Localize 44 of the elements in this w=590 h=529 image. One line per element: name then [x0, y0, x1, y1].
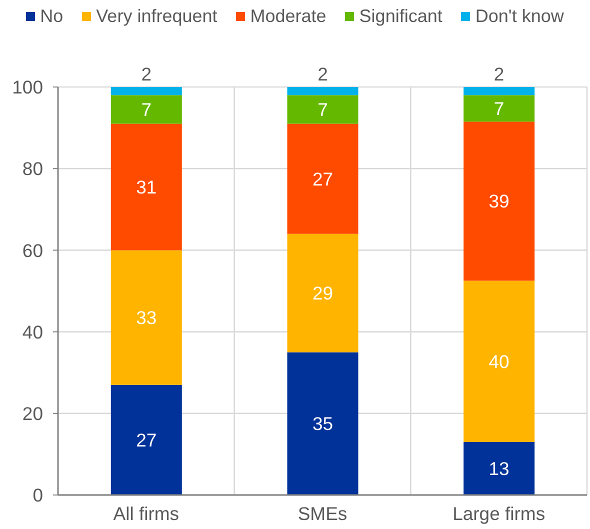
data-label: 2 — [141, 64, 152, 85]
bar — [110, 250, 182, 385]
bar — [464, 442, 535, 495]
legend-label: Significant — [359, 6, 442, 27]
bar — [110, 124, 182, 250]
data-label: 31 — [136, 176, 157, 198]
data-label: 29 — [312, 282, 334, 304]
legend-label: Moderate — [250, 6, 326, 27]
data-label: 27 — [136, 429, 157, 450]
bar — [287, 234, 358, 352]
y-tick-label: 60 — [22, 240, 43, 261]
data-label: 2 — [318, 64, 328, 85]
data-label: 35 — [312, 413, 334, 434]
data-label: 27 — [312, 168, 334, 190]
x-tick-label: SMEs — [298, 503, 348, 524]
bar — [464, 87, 535, 96]
bar — [287, 352, 358, 495]
bar — [110, 95, 182, 124]
y-tick-label: 100 — [12, 76, 43, 98]
bar — [110, 87, 182, 96]
data-label: 39 — [488, 190, 510, 212]
legend-label: Don't know — [475, 6, 564, 27]
x-tick-label: Large firms — [452, 503, 546, 524]
bar — [287, 87, 358, 96]
y-tick-label: 80 — [22, 158, 43, 180]
bar — [110, 384, 182, 495]
data-label: 7 — [494, 98, 504, 119]
y-tick-label: 20 — [22, 402, 43, 424]
y-tick-label: 40 — [22, 321, 43, 342]
data-label: 33 — [136, 307, 157, 328]
data-label: 40 — [488, 350, 510, 372]
bar — [464, 280, 535, 442]
data-label: 7 — [318, 98, 328, 120]
bar — [287, 95, 358, 124]
x-tick-label: All firms — [113, 503, 180, 524]
data-label: 2 — [494, 64, 504, 85]
data-label: 13 — [488, 458, 510, 479]
bar — [464, 122, 535, 281]
legend-label: No — [40, 6, 64, 27]
legend-label: Very infrequent — [96, 6, 218, 27]
bar — [287, 124, 358, 234]
bar — [464, 95, 535, 122]
y-tick-label: 0 — [32, 484, 43, 506]
data-label: 7 — [141, 98, 152, 120]
